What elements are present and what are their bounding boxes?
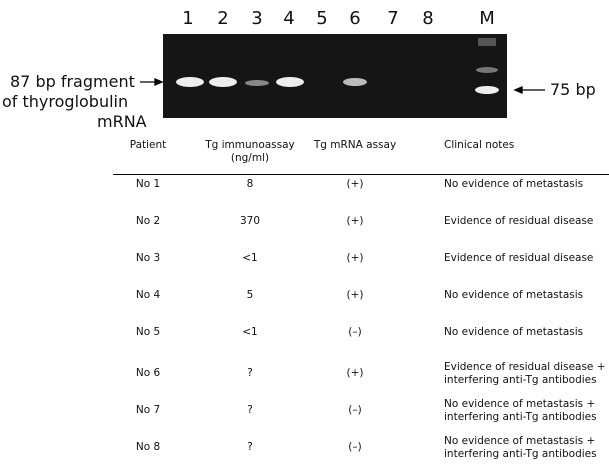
lane-label: 5 [307,8,337,29]
table-cell: No 5 [118,326,178,339]
lane-label: 2 [208,8,238,29]
table-cell: No evidence of metastasis [444,178,609,191]
band [475,86,499,94]
lane-label: 3 [242,8,272,29]
column-header: Tg immunoassay (ng/ml) [195,139,305,165]
figure: 87 bp fragment of thyroglobulin mRNA 75 … [0,0,609,466]
table-cell: No 2 [118,215,178,228]
table-cell: (+) [295,178,415,191]
lane-label: 4 [274,8,304,29]
table-cell: ? [195,441,305,454]
arrow-head [515,87,522,93]
band [343,78,367,86]
gel [163,34,507,118]
band [276,77,304,87]
table-cell: <1 [195,326,305,339]
table-cell: ? [195,404,305,417]
table-cell: No 4 [118,289,178,302]
table-cell: No 6 [118,367,178,380]
lane-label: 7 [378,8,408,29]
lane-label: M [472,8,502,29]
left-label: mRNA [97,112,147,131]
lane-label: 8 [413,8,443,29]
table-cell: No 8 [118,441,178,454]
band [476,67,498,73]
header-rule [113,174,609,175]
band [209,77,237,87]
table-cell: 370 [195,215,305,228]
table-cell: (+) [295,289,415,302]
table-cell: <1 [195,252,305,265]
gel-panel [0,0,609,140]
right-label: 75 bp [550,80,596,99]
table-cell: (+) [295,252,415,265]
table-cell: No 3 [118,252,178,265]
table-cell: No evidence of metastasis + interfering … [444,398,609,424]
well [478,38,496,46]
lane-label: 1 [173,8,203,29]
left-label: 87 bp fragment [10,72,135,91]
band [176,77,204,87]
arrow-head [155,79,162,85]
table-cell: 5 [195,289,305,302]
table-cell: 8 [195,178,305,191]
table-cell: (+) [295,367,415,380]
table-cell: Evidence of residual disease [444,252,609,265]
band [245,80,269,86]
table-cell: ? [195,367,305,380]
table-cell: No 1 [118,178,178,191]
table-cell: Evidence of residual disease + interferi… [444,361,609,387]
table-cell: (–) [295,326,415,339]
table-cell: Evidence of residual disease [444,215,609,228]
left-label: of thyroglobulin [2,92,128,111]
lane-label: 6 [340,8,370,29]
table-cell: No evidence of metastasis + interfering … [444,435,609,461]
table-cell: No evidence of metastasis [444,289,609,302]
table-cell: No evidence of metastasis [444,326,609,339]
column-header: Clinical notes [444,139,609,152]
table-cell: (–) [295,404,415,417]
table-cell: (+) [295,215,415,228]
table-cell: (–) [295,441,415,454]
table-cell: No 7 [118,404,178,417]
column-header: Tg mRNA assay [295,139,415,152]
column-header: Patient [118,139,178,152]
